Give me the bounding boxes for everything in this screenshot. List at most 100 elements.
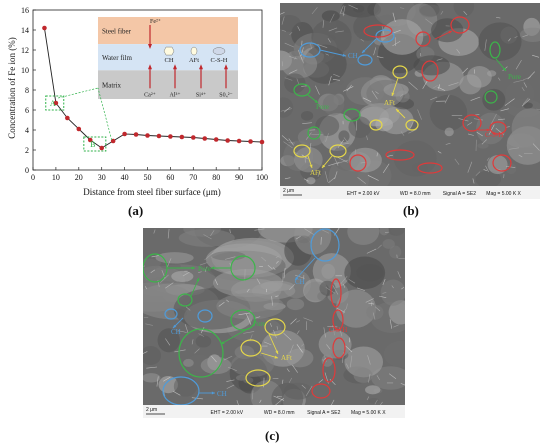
y-tick-label: 14 <box>21 26 29 35</box>
sem-needle <box>280 12 285 15</box>
sem-info-text: Signal A = SE2 <box>443 191 476 197</box>
sem-needle <box>515 59 522 70</box>
sem-grain <box>322 93 345 116</box>
data-point <box>191 135 196 140</box>
sem-needle <box>536 108 540 111</box>
inset-arrow-head <box>173 64 177 70</box>
sem-needle <box>174 349 186 353</box>
sem-grain <box>213 268 283 298</box>
sem-needle <box>504 98 515 106</box>
sem-grain <box>430 18 464 43</box>
sem-needle <box>302 122 312 125</box>
y-tick-label: 6 <box>25 106 29 115</box>
sem-needle <box>337 139 345 149</box>
sem-needle <box>445 142 451 145</box>
csh-ring <box>415 31 431 47</box>
sem-needle <box>328 76 332 86</box>
sem-needle <box>167 228 170 239</box>
data-point <box>42 25 47 31</box>
data-point <box>202 136 208 141</box>
sem-arrow-head <box>362 49 366 53</box>
sem-needle <box>281 379 284 384</box>
ch-ring <box>357 54 373 66</box>
sem-needle <box>376 56 384 59</box>
y-tick-label: 16 <box>21 6 29 15</box>
csh-ring <box>311 383 331 399</box>
sem-needle <box>438 84 440 90</box>
csh-ring <box>332 309 344 331</box>
sem-grain <box>143 373 161 383</box>
sem-needle <box>392 41 401 47</box>
sem-needle <box>275 295 279 297</box>
sem-label: Pore <box>253 320 266 328</box>
inset-layer <box>98 17 238 45</box>
sem-needle <box>366 396 370 401</box>
aft-ring <box>240 339 262 357</box>
sem-needle <box>300 56 304 64</box>
sem-needle <box>326 344 331 350</box>
data-point <box>53 100 59 106</box>
sem-needle <box>527 71 535 80</box>
sem-needle <box>328 177 336 184</box>
ch-ring <box>197 309 213 323</box>
sem-needle <box>322 20 324 28</box>
sem-needle <box>273 329 277 339</box>
sem-needle <box>177 330 187 333</box>
inset-arrow-head <box>148 64 152 70</box>
data-point <box>225 138 230 143</box>
sem-needle <box>228 366 237 372</box>
pore-ring <box>178 328 224 378</box>
sem-needle <box>191 397 203 400</box>
sem-needle <box>275 397 285 406</box>
panel-c-caption: (c) <box>265 428 280 443</box>
sem-needle <box>289 344 294 354</box>
inset-csh-gel <box>212 47 226 55</box>
csh-ring <box>417 162 443 174</box>
sem-needle <box>226 379 235 382</box>
aft-ring <box>392 65 408 79</box>
sem-needle <box>283 106 291 113</box>
x-tick-label: 20 <box>75 173 83 182</box>
sem-needle <box>400 7 405 9</box>
sem-needle <box>203 234 212 240</box>
sem-needle <box>357 177 366 184</box>
sem-needle <box>343 86 354 92</box>
sem-needle <box>325 53 329 56</box>
sem-needle <box>281 61 284 67</box>
sem-grain <box>419 4 443 17</box>
sem-arrow-head <box>396 109 400 113</box>
sem-needle <box>346 363 350 369</box>
sem-grain <box>505 80 535 108</box>
annotation-connector <box>97 87 113 141</box>
panel-b-caption: (b) <box>403 203 419 218</box>
sem-grain <box>195 335 212 348</box>
sem-info-text: Mag = 5.00 K X <box>351 410 386 416</box>
sem-needle <box>204 266 208 273</box>
sem-needle <box>408 81 418 90</box>
sem-grain <box>260 330 305 367</box>
sem-needle <box>417 109 422 120</box>
sem-needle <box>303 317 313 322</box>
ch-ring <box>375 29 395 43</box>
sem-grain <box>171 270 194 282</box>
sem-needle <box>211 355 217 363</box>
sem-arrow-head <box>502 67 506 71</box>
sem-needle <box>289 56 298 60</box>
sem-needle <box>315 85 320 95</box>
x-tick-label: 60 <box>166 173 174 182</box>
sem-needle <box>310 43 312 50</box>
sem-needle <box>145 323 153 326</box>
y-tick-label: 0 <box>25 166 29 175</box>
sem-arrow-head <box>211 391 215 395</box>
sem-needle <box>284 42 295 48</box>
sem-grain <box>389 245 402 259</box>
sem-arrow-head <box>309 164 313 168</box>
sem-grain <box>338 130 350 143</box>
sem-needle <box>367 355 371 365</box>
y-tick-label: 2 <box>25 146 29 155</box>
sem-needle <box>323 357 326 361</box>
sem-needle <box>166 258 172 268</box>
sem-needle <box>325 287 336 294</box>
sem-needle <box>146 366 158 369</box>
sem-needle <box>284 177 291 180</box>
